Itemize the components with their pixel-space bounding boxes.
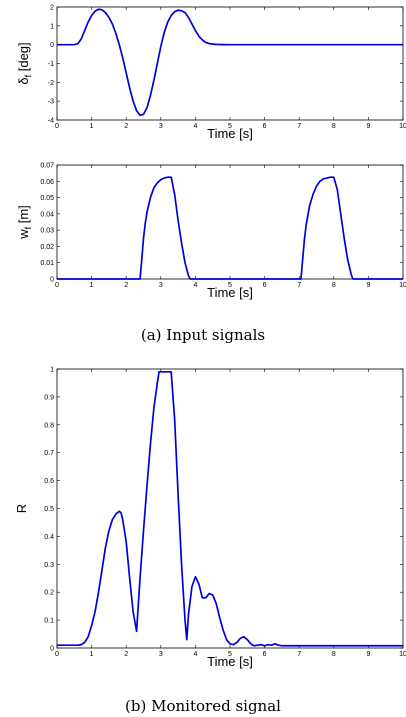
y-axis-label: wf [m] [16,205,33,240]
x-tick-label: 9 [366,282,370,289]
y-tick-label: -4 [48,118,54,125]
y-tick-label: 0.5 [44,506,54,513]
y-axis-label: δf [deg] [16,42,33,84]
y-tick-label: -1 [48,61,54,68]
y-tick-label: 1 [50,23,54,30]
x-tick-label: 6 [263,123,267,130]
x-tick-label: 0 [55,651,59,658]
x-tick-label: 2 [124,123,128,130]
series-line [57,370,403,647]
plot-frame [56,164,404,280]
y-tick-label: 0.06 [40,179,54,186]
y-tick-label: 0.04 [40,211,54,218]
y-tick-label: 0.7 [44,450,54,457]
y-tick-label: 0.8 [44,422,54,429]
y-tick-label: 0 [50,277,54,284]
y-tick-label: 0.6 [44,478,54,485]
y-tick-label: -3 [48,99,54,106]
x-tick-label: 5 [228,282,232,289]
y-tick-label: 1 [50,367,54,374]
x-tick-label: 2 [124,651,128,658]
x-tick-label: 7 [297,123,301,130]
x-axis-label: Time [s] [207,285,253,300]
x-tick-label: 7 [297,282,301,289]
x-tick-label: 8 [332,282,336,289]
y-tick-label: 0.07 [40,163,54,170]
x-tick-label: 3 [159,282,163,289]
y-axis-label: R [14,504,29,513]
x-tick-label: 10 [399,123,406,130]
y-tick-label: 0 [50,646,54,653]
x-tick-label: 4 [193,282,197,289]
x-axis-label: Time [s] [207,654,253,669]
x-tick-label: 4 [193,123,197,130]
x-tick-label: 8 [332,123,336,130]
y-tick-label: 0 [50,42,54,49]
x-tick-label: 1 [90,651,94,658]
monitored-signal-chart: 0 1 2 3 4 5 6 7 8 9 10 0 0.1 0.2 0.3 0.4 0.5 0.6 0.7 0.8 0.9… [14,367,406,670]
y-tick-label: 0.1 [44,618,54,625]
x-tick-label: 8 [332,651,336,658]
y-tick-label: 0.2 [44,590,54,597]
y-tick-label: 0.01 [40,260,54,267]
x-tick-label: 1 [90,282,94,289]
x-tick-label: 9 [366,651,370,658]
x-tick-label: 7 [297,651,301,658]
series-line [57,8,403,117]
x-tick-label: 10 [399,282,406,289]
x-tick-label: 6 [263,651,267,658]
caption-monitored-signal: (b) Monitored signal [125,697,281,715]
plot-frame [56,368,404,649]
y-tick-label: 0.9 [44,394,54,401]
y-tick-label: 0.3 [44,562,54,569]
caption-input-signals: (a) Input signals [141,326,265,344]
plot-frame [56,6,404,121]
y-tick-label: -2 [48,80,54,87]
x-tick-label: 3 [159,123,163,130]
x-tick-label: 4 [193,651,197,658]
y-tick-label: 0.03 [40,228,54,235]
y-tick-label: 0.4 [44,534,54,541]
x-tick-label: 5 [228,651,232,658]
x-tick-label: 10 [399,651,406,658]
x-axis-label: Time [s] [207,126,253,141]
x-tick-label: 2 [124,282,128,289]
x-tick-label: 9 [366,123,370,130]
x-tick-label: 5 [228,123,232,130]
series-line [57,176,403,280]
x-tick-label: 0 [55,282,59,289]
y-tick-label: 0.05 [40,195,54,202]
y-tick-label: 0.02 [40,244,54,251]
steering-angle-chart: 0 1 2 3 4 5 6 7 8 9 10 -4 -3 -2 -1 0 1 2 Time [s] δf [deg] [16,5,406,142]
x-tick-label: 6 [263,282,267,289]
x-tick-label: 0 [55,123,59,130]
x-tick-label: 1 [90,123,94,130]
x-tick-label: 3 [159,651,163,658]
y-tick-label: 2 [50,5,54,12]
wheel-displacement-chart: 0 1 2 3 4 5 6 7 8 9 10 0 0.01 0.02 0.03 0.04 0.05 0.06 0.0… [16,163,406,301]
